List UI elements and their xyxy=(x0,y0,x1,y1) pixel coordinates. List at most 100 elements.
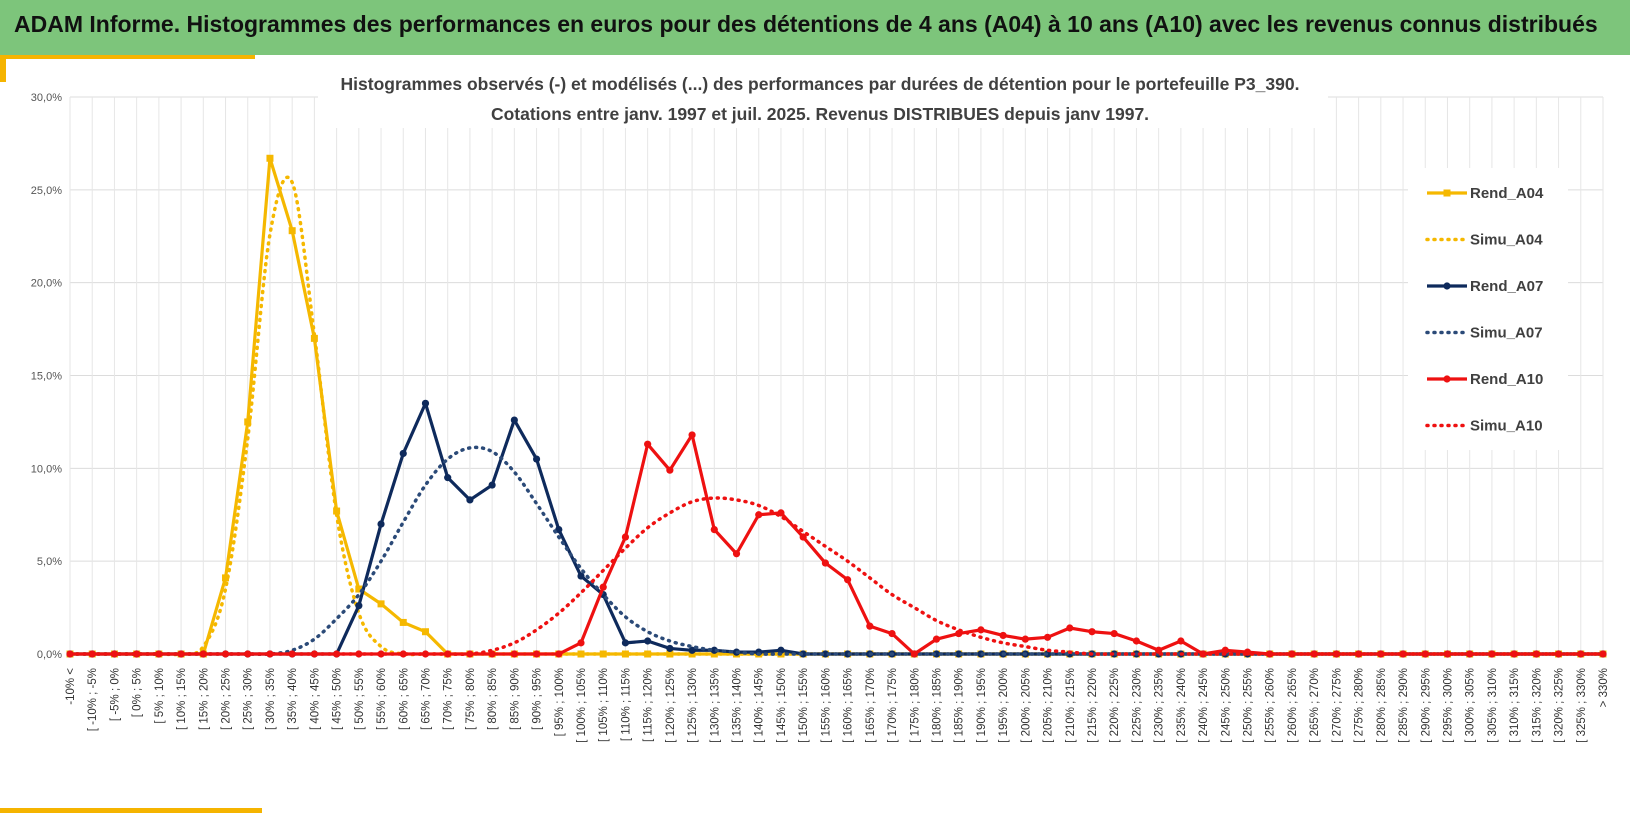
x-tick-label: [ 185% ; 190% xyxy=(954,668,966,743)
point-Rend_A10 xyxy=(866,622,874,630)
x-tick-label: [ 165% ; 170% xyxy=(865,668,877,743)
x-tick-label: [ 275% ; 280% xyxy=(1354,668,1366,743)
legend: Rend_A04 Simu_A04 Rend_A07 Simu_A07 Rend_A10… xyxy=(1408,168,1568,450)
point-Rend_A10 xyxy=(1177,637,1185,645)
x-tick-label: [ 70% ; 75% xyxy=(443,668,455,730)
point-Rend_A04 xyxy=(621,650,629,658)
x-tick-label: [ 80% ; 85% xyxy=(487,668,499,730)
x-tick-label: [ 290% ; 295% xyxy=(1420,668,1432,743)
x-tick-label: [ 110% ; 115% xyxy=(620,668,632,741)
point-Rend_A10 xyxy=(288,650,296,658)
legend-label: Simu_A04 xyxy=(1470,232,1543,249)
x-tick-label: [ 10% ; 15% xyxy=(176,668,188,730)
x-tick-label: [ 120% ; 125% xyxy=(665,668,677,743)
point-Rend_A10 xyxy=(821,559,829,567)
point-Rend_A10 xyxy=(710,526,718,534)
point-Rend_A04 xyxy=(266,154,274,162)
point-Rend_A04 xyxy=(399,618,407,626)
x-tick-label: [ 195% ; 200% xyxy=(998,668,1010,743)
accent-bar-bottom-left xyxy=(0,808,262,813)
y-tick-label: 25,0% xyxy=(31,185,62,197)
x-tick-label: [ 320% ; 325% xyxy=(1554,668,1566,743)
x-tick-label: [ 45% ; 50% xyxy=(332,668,344,730)
x-tick-label: [ 20% ; 25% xyxy=(221,668,233,730)
legend-item-Rend_A07: Rend_A07 xyxy=(1427,278,1543,295)
x-tick-label: [ 220% ; 225% xyxy=(1109,668,1121,743)
x-tick-label: [ 15% ; 20% xyxy=(198,668,210,730)
axes: 0,0% 5,0% 10,0% 15,0% 20,0% 25,0% 30,0% -10% < [… xyxy=(31,92,1610,743)
point-Rend_A10 xyxy=(910,650,918,658)
legend-item-Simu_A04: Simu_A04 xyxy=(1425,232,1543,249)
x-tick-label: [ 325% ; 330% xyxy=(1576,668,1588,743)
y-tick-label: 5,0% xyxy=(37,556,62,568)
x-tick-label: [ 175% ; 180% xyxy=(909,668,921,743)
x-tick-label: [ 200% ; 205% xyxy=(1020,668,1032,743)
x-tick-label: [ 115% ; 120% xyxy=(643,668,655,742)
point-Rend_A10 xyxy=(732,550,741,558)
x-tick-label: > 330% xyxy=(1598,668,1610,707)
line-Simu_A10 xyxy=(68,496,1605,657)
x-tick-label: [ 190% ; 195% xyxy=(976,668,988,743)
x-tick-label: [ 60% ; 65% xyxy=(398,668,410,730)
x-tick-label: [ 270% ; 275% xyxy=(1331,668,1343,743)
point-Rend_A10 xyxy=(932,635,941,643)
point-Rend_A10 xyxy=(133,650,141,658)
legend-item-Simu_A10: Simu_A10 xyxy=(1425,418,1543,435)
point-Rend_A04 xyxy=(421,628,429,636)
series xyxy=(66,154,1607,658)
series-Rend_A07 xyxy=(66,399,1607,658)
x-tick-label: [ 35% ; 40% xyxy=(287,668,299,730)
point-Rend_A10 xyxy=(1088,628,1096,636)
line-Simu_A07 xyxy=(68,445,1605,657)
point-Rend_A10 xyxy=(755,511,763,519)
legend-label: Simu_A10 xyxy=(1470,418,1543,435)
point-Rend_A07 xyxy=(777,646,785,654)
x-tick-label: [ 235% ; 240% xyxy=(1176,668,1188,743)
legend-marker xyxy=(1443,189,1451,197)
accent-bar-top-left xyxy=(0,55,255,59)
x-tick-label: [ 280% ; 285% xyxy=(1376,668,1388,743)
point-Rend_A04 xyxy=(333,507,341,515)
x-tick-label: [ 130% ; 135% xyxy=(709,668,721,743)
point-Rend_A10 xyxy=(1377,650,1385,658)
point-Rend_A10 xyxy=(532,650,541,658)
x-tick-label: [ 135% ; 140% xyxy=(732,668,744,743)
x-tick-label: [ 125% ; 130% xyxy=(687,668,699,743)
point-Rend_A07 xyxy=(666,644,674,653)
x-tick-label: [ 40% ; 45% xyxy=(309,668,321,730)
point-Rend_A07 xyxy=(355,602,363,610)
x-tick-label: [ 100% ; 105% xyxy=(576,668,588,743)
point-Rend_A10 xyxy=(844,576,852,584)
point-Rend_A10 xyxy=(1510,650,1518,658)
x-tick-label: [ 145% ; 150% xyxy=(776,668,788,743)
x-tick-label: [ -5% ; 0% xyxy=(109,668,121,721)
line-Simu_A04 xyxy=(68,175,1605,657)
banner-title: ADAM Informe. Histogrammes des performan… xyxy=(14,11,1598,37)
point-Rend_A07 xyxy=(510,416,518,424)
x-tick-label: [ 310% ; 315% xyxy=(1509,668,1521,743)
x-tick-label: [ 245% ; 250% xyxy=(1220,668,1232,743)
legend-marker xyxy=(1443,375,1451,383)
point-Rend_A04 xyxy=(355,585,363,593)
x-tick-label: -10% < xyxy=(65,668,77,705)
x-tick-label: [ 5% ; 10% xyxy=(154,668,166,724)
x-tick-label: [ 210% ; 215% xyxy=(1065,668,1077,743)
x-tick-label: [ 75% ; 80% xyxy=(465,668,477,730)
header-banner: ADAM Informe. Histogrammes des performan… xyxy=(0,0,1630,55)
x-tick-label: [ 25% ; 30% xyxy=(243,668,255,730)
point-Rend_A07 xyxy=(444,474,452,482)
point-Rend_A10 xyxy=(644,440,652,448)
point-Rend_A07 xyxy=(377,520,385,528)
point-Rend_A10 xyxy=(1532,650,1540,658)
y-tick-label: 20,0% xyxy=(31,278,62,290)
series-Rend_A04 xyxy=(66,154,1607,658)
point-Rend_A07 xyxy=(577,572,585,580)
point-Rend_A10 xyxy=(155,650,163,658)
point-Rend_A10 xyxy=(377,650,385,658)
y-tick-label: 15,0% xyxy=(31,371,62,383)
point-Rend_A10 xyxy=(1132,637,1141,645)
point-Rend_A04 xyxy=(644,650,652,658)
point-Rend_A04 xyxy=(310,334,318,342)
point-Rend_A10 xyxy=(599,583,607,591)
point-Rend_A04 xyxy=(288,227,296,235)
